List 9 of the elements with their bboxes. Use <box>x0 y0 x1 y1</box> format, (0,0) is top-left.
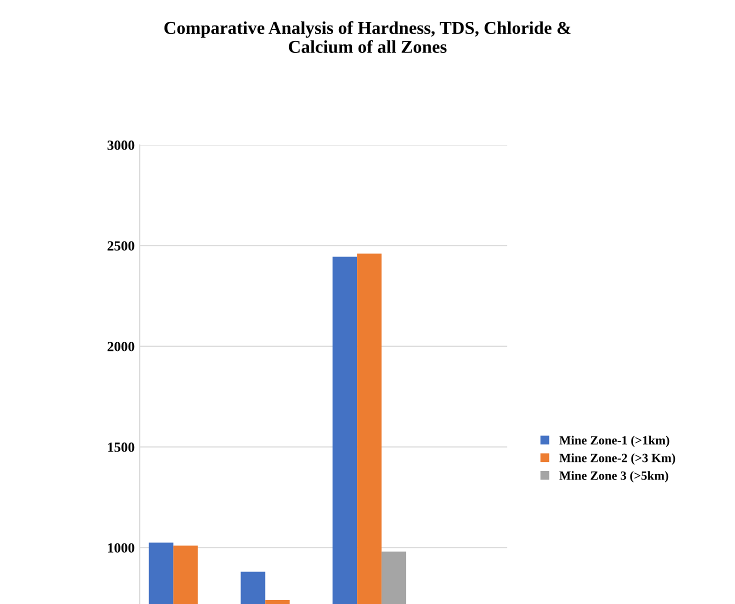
legend-label: Mine Zone-1 (>1km) <box>559 436 670 448</box>
chart-title: Comparative Analysis of Hardness, TDS, Chloride & Calcium of all Zones <box>164 21 571 54</box>
y-tick-label: 3000 <box>108 140 134 150</box>
legend-label: Mine Zone-2 (>3 Km) <box>559 453 676 465</box>
y-tick-label: 2000 <box>108 342 134 352</box>
legend-label: Mine Zone 3 (>5km) <box>559 471 668 482</box>
y-tick-label: 1000 <box>108 543 134 553</box>
y-tick-label: 2500 <box>108 241 134 251</box>
y-tick-label: 1500 <box>108 442 134 452</box>
